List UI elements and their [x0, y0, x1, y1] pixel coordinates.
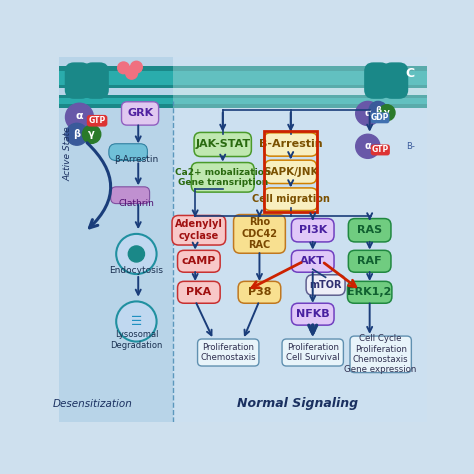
FancyBboxPatch shape — [306, 275, 345, 295]
FancyBboxPatch shape — [172, 216, 226, 245]
Circle shape — [66, 123, 88, 145]
Circle shape — [116, 301, 156, 342]
Text: β: β — [73, 129, 81, 139]
FancyBboxPatch shape — [348, 219, 391, 242]
FancyBboxPatch shape — [264, 188, 318, 210]
Text: ERK1,2: ERK1,2 — [347, 287, 392, 297]
Text: Cell migration: Cell migration — [252, 194, 329, 204]
FancyBboxPatch shape — [121, 102, 159, 125]
FancyBboxPatch shape — [234, 215, 285, 253]
Text: GTP: GTP — [372, 146, 389, 155]
FancyBboxPatch shape — [350, 336, 411, 373]
Text: GRK: GRK — [127, 109, 153, 118]
FancyBboxPatch shape — [364, 63, 390, 99]
FancyBboxPatch shape — [59, 66, 427, 88]
FancyBboxPatch shape — [347, 282, 392, 303]
FancyBboxPatch shape — [59, 72, 427, 85]
Text: Desensitization: Desensitization — [52, 399, 132, 409]
Text: Normal Signaling: Normal Signaling — [237, 397, 359, 410]
Text: Active State: Active State — [64, 126, 73, 181]
FancyBboxPatch shape — [65, 63, 91, 99]
Text: α: α — [76, 111, 83, 121]
Text: B-Arrestin: B-Arrestin — [259, 139, 322, 149]
Text: GDP: GDP — [371, 113, 389, 122]
Text: γ: γ — [384, 108, 390, 117]
Text: ☰: ☰ — [131, 315, 142, 328]
FancyBboxPatch shape — [370, 112, 390, 123]
Text: NFKB: NFKB — [296, 309, 329, 319]
Circle shape — [118, 62, 129, 73]
FancyBboxPatch shape — [198, 339, 259, 366]
Text: PKA: PKA — [186, 287, 211, 297]
FancyBboxPatch shape — [59, 98, 427, 104]
FancyBboxPatch shape — [292, 250, 334, 272]
FancyBboxPatch shape — [83, 63, 109, 99]
FancyBboxPatch shape — [59, 57, 173, 422]
Text: β-Arrestin: β-Arrestin — [114, 155, 158, 164]
FancyBboxPatch shape — [282, 339, 343, 366]
Text: SAPK/JNK: SAPK/JNK — [263, 167, 319, 177]
Text: Lysosomal
Degradation: Lysosomal Degradation — [110, 330, 163, 350]
Text: γ: γ — [88, 129, 95, 139]
Text: α: α — [365, 141, 371, 151]
FancyBboxPatch shape — [173, 66, 427, 108]
Text: C: C — [405, 67, 415, 80]
FancyBboxPatch shape — [178, 282, 220, 303]
Text: AKT: AKT — [301, 256, 325, 266]
FancyBboxPatch shape — [264, 133, 318, 156]
Text: Cell Cycle
Proliferation
Chemostaxis
Gene expression: Cell Cycle Proliferation Chemostaxis Gen… — [345, 334, 417, 374]
Circle shape — [356, 101, 380, 126]
FancyBboxPatch shape — [191, 163, 254, 192]
FancyBboxPatch shape — [178, 250, 220, 272]
Text: Proliferation
Cell Survival: Proliferation Cell Survival — [286, 343, 339, 362]
Circle shape — [128, 246, 145, 262]
Text: Rho
CDC42
RAC: Rho CDC42 RAC — [241, 217, 277, 250]
FancyBboxPatch shape — [371, 145, 390, 155]
Text: RAS: RAS — [357, 225, 382, 235]
Circle shape — [369, 101, 387, 119]
Text: JAK-STAT: JAK-STAT — [195, 139, 250, 149]
Text: mTOR: mTOR — [310, 280, 342, 290]
Circle shape — [126, 67, 137, 79]
FancyBboxPatch shape — [59, 95, 427, 108]
Circle shape — [356, 134, 380, 158]
FancyBboxPatch shape — [109, 144, 147, 161]
Text: Adenylyl
cyclase: Adenylyl cyclase — [175, 219, 223, 241]
Text: Ca2+ mobalization
Gene transription: Ca2+ mobalization Gene transription — [175, 168, 270, 187]
Text: β: β — [375, 106, 381, 115]
Text: GTP: GTP — [89, 116, 106, 125]
Text: P38: P38 — [248, 287, 271, 297]
Text: Proliferation
Chemostaxis: Proliferation Chemostaxis — [201, 343, 256, 362]
FancyBboxPatch shape — [348, 250, 391, 272]
Text: α: α — [365, 108, 371, 118]
FancyBboxPatch shape — [87, 115, 108, 127]
FancyBboxPatch shape — [383, 63, 408, 99]
Circle shape — [130, 61, 142, 73]
FancyBboxPatch shape — [265, 160, 317, 183]
Circle shape — [379, 105, 395, 121]
Text: Clathrin: Clathrin — [118, 199, 155, 208]
FancyBboxPatch shape — [292, 219, 334, 242]
Text: RAF: RAF — [357, 256, 382, 266]
FancyBboxPatch shape — [194, 132, 251, 156]
Circle shape — [82, 125, 101, 143]
Text: B-: B- — [406, 142, 414, 151]
FancyBboxPatch shape — [173, 57, 427, 422]
Text: PI3K: PI3K — [299, 225, 327, 235]
Text: cAMP: cAMP — [182, 256, 216, 266]
Circle shape — [116, 234, 156, 274]
Circle shape — [65, 103, 93, 131]
FancyBboxPatch shape — [238, 282, 281, 303]
Text: Endocytosis: Endocytosis — [109, 265, 164, 274]
FancyBboxPatch shape — [110, 187, 150, 204]
FancyBboxPatch shape — [292, 303, 334, 325]
